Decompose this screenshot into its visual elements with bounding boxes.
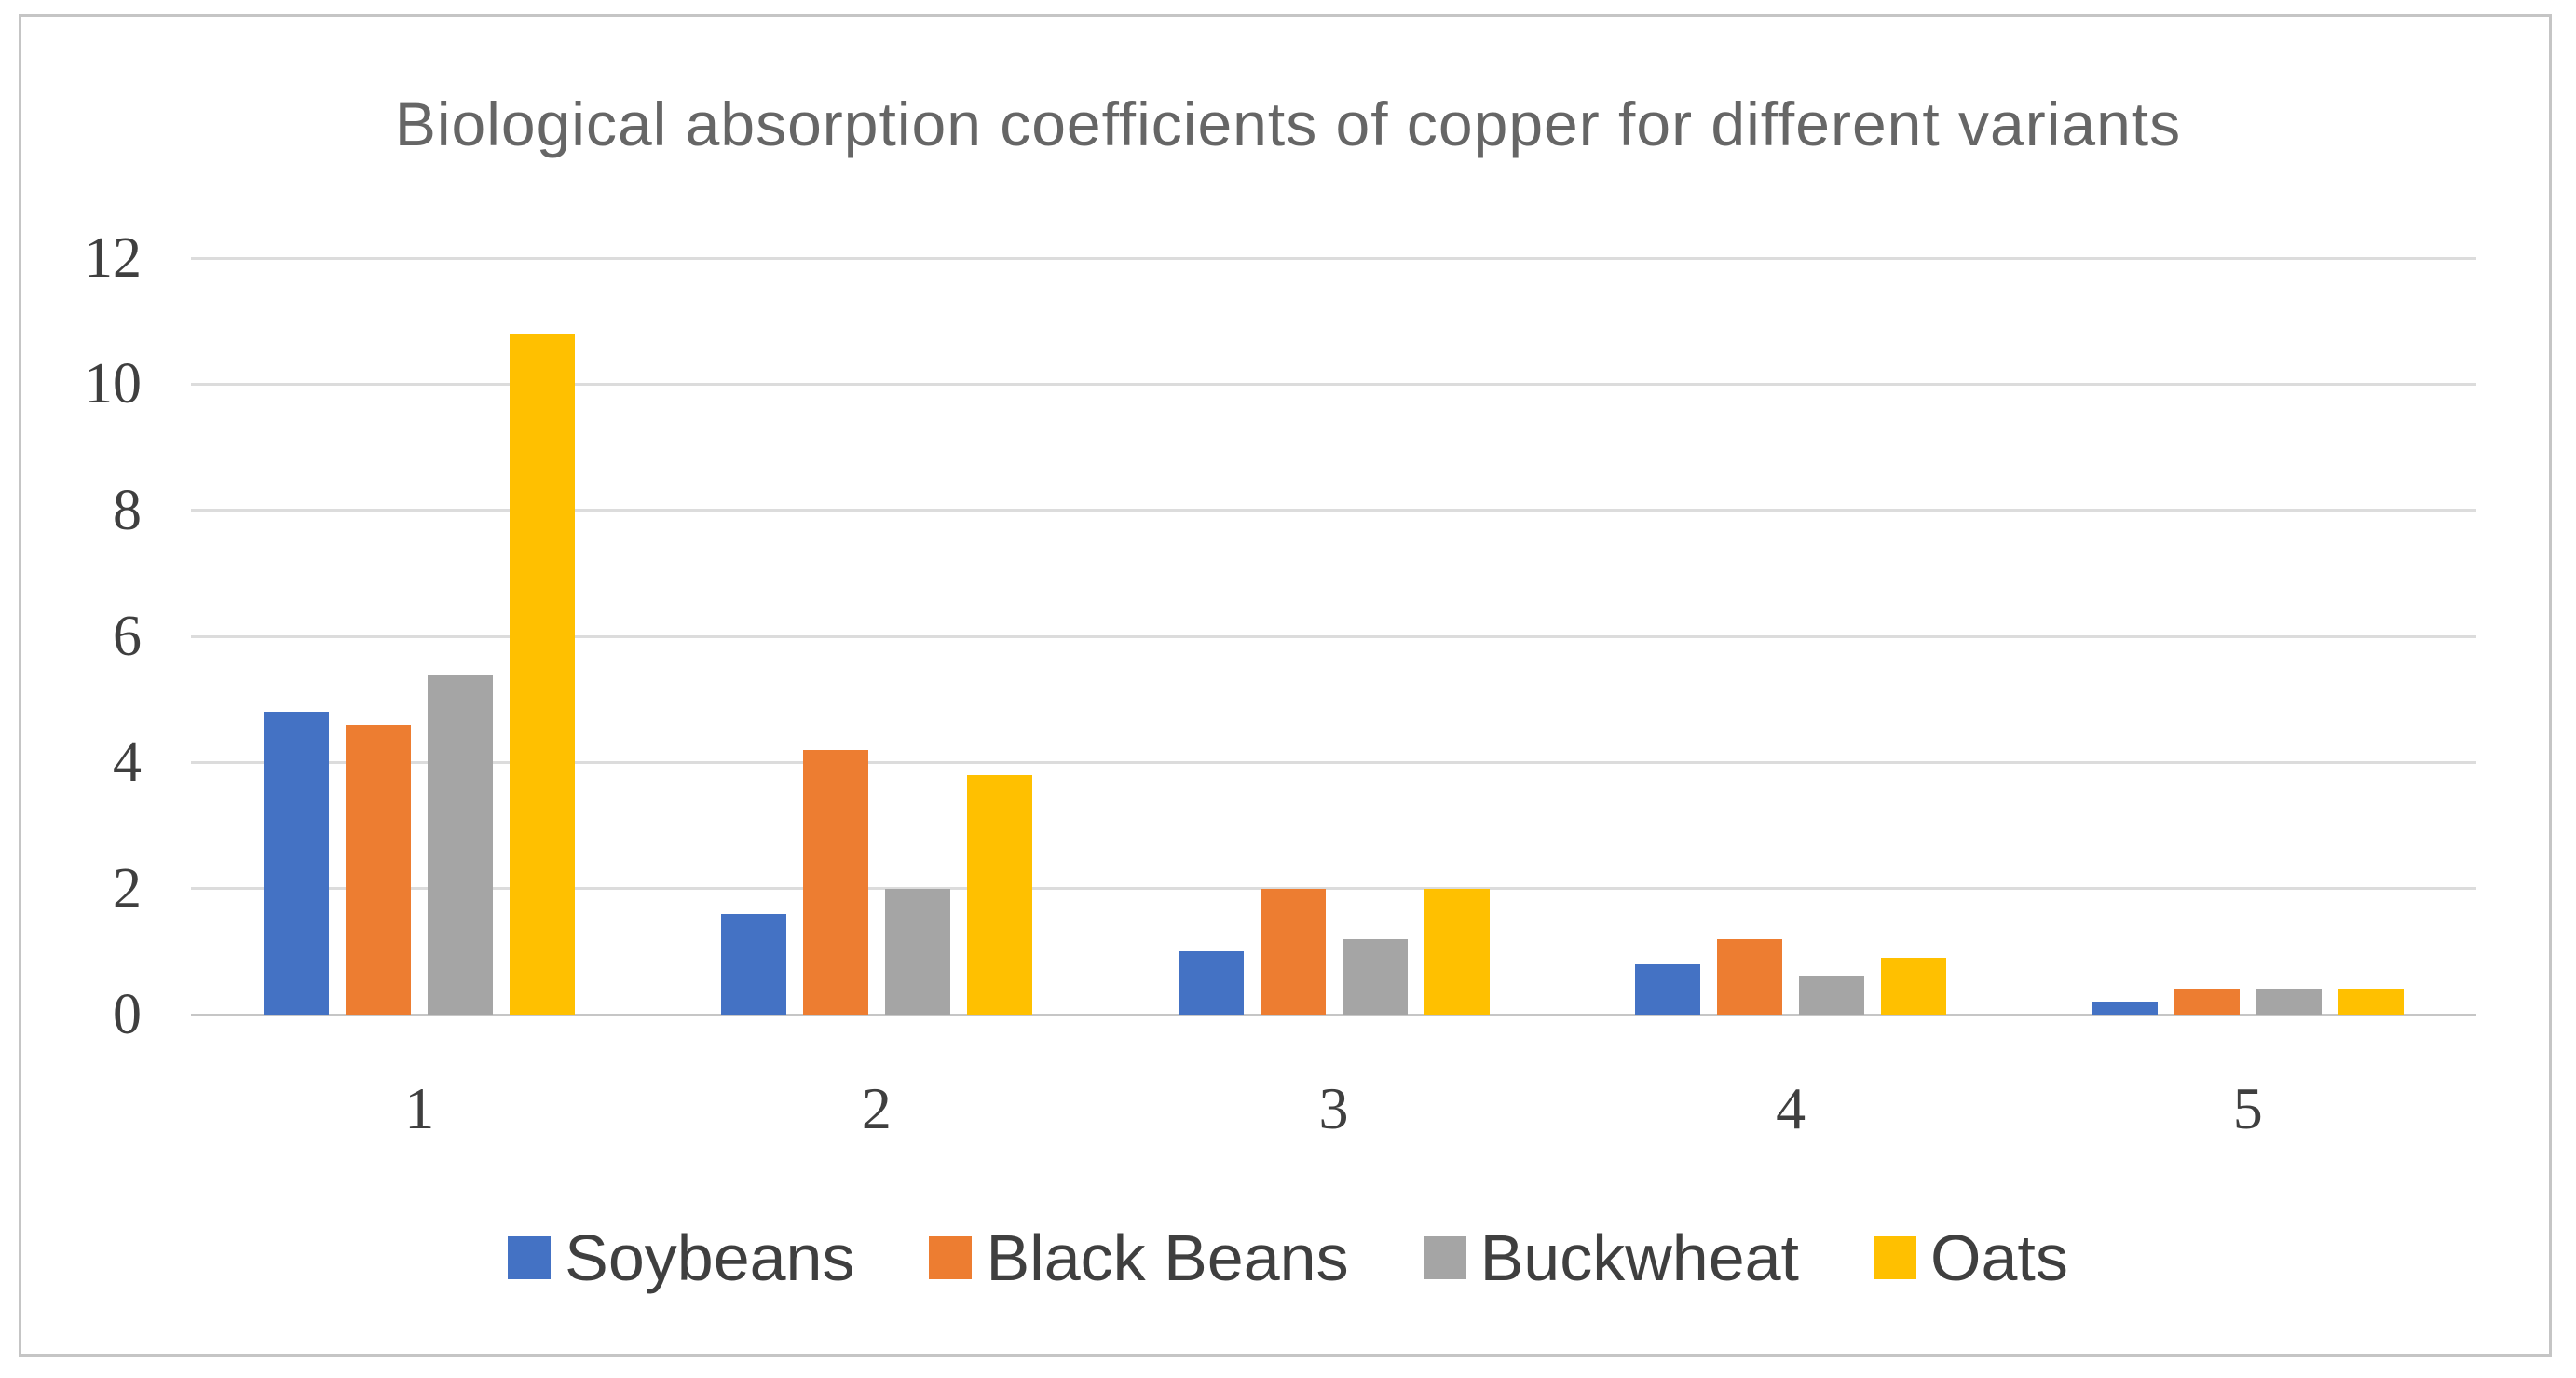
y-tick-label-0: 0 — [113, 983, 142, 1046]
x-tick-label-4: 4 — [1776, 1075, 1806, 1141]
x-tick-label-1: 1 — [404, 1075, 435, 1141]
legend-swatch-icon — [929, 1235, 973, 1279]
bar-buckwheat-cat-3 — [1342, 938, 1408, 1015]
gridline-y-10 — [191, 382, 2476, 386]
y-tick-label-4: 4 — [113, 730, 142, 795]
bar-oats-cat-3 — [1424, 888, 1490, 1015]
legend-label: Oats — [1930, 1221, 2068, 1294]
gridline-y-6 — [191, 634, 2476, 638]
x-axis-line — [191, 1013, 2476, 1016]
gridline-y-12 — [191, 256, 2476, 260]
y-tick-label-2: 2 — [113, 856, 142, 921]
legend-label: Soybeans — [565, 1221, 855, 1294]
bar-oats-cat-2 — [966, 774, 1032, 1015]
bar-oats-cat-5 — [2337, 989, 2404, 1015]
gridline-y-2 — [191, 887, 2476, 891]
legend-item-buckwheat: Buckwheat — [1423, 1221, 1800, 1295]
bar-buckwheat-cat-4 — [1799, 976, 1865, 1015]
legend-item-black-beans: Black Beans — [929, 1221, 1349, 1295]
x-tick-label-5: 5 — [2232, 1075, 2263, 1141]
bar-black-beans-cat-3 — [1260, 888, 1326, 1015]
bar-soybeans-cat-5 — [2092, 1002, 2158, 1015]
chart-frame — [19, 14, 2552, 1357]
legend-item-soybeans: Soybeans — [508, 1221, 854, 1295]
legend-item-oats: Oats — [1874, 1221, 2068, 1295]
y-tick-label-12: 12 — [84, 226, 142, 290]
bar-buckwheat-cat-1 — [428, 674, 494, 1015]
bar-buckwheat-cat-2 — [884, 888, 950, 1015]
bar-oats-cat-4 — [1881, 958, 1947, 1015]
legend-label: Black Beans — [986, 1221, 1349, 1294]
y-tick-label-10: 10 — [84, 352, 142, 416]
gridline-y-4 — [191, 760, 2476, 764]
bar-soybeans-cat-4 — [1635, 963, 1701, 1015]
bar-soybeans-cat-3 — [1178, 951, 1244, 1015]
bar-soybeans-cat-1 — [264, 712, 330, 1015]
bar-black-beans-cat-2 — [802, 749, 868, 1015]
legend: Soybeans Black Beans Buckwheat Oats — [0, 1204, 2576, 1311]
legend-label: Buckwheat — [1479, 1221, 1800, 1294]
x-tick-label-3: 3 — [1318, 1075, 1349, 1141]
legend-swatch-icon — [508, 1235, 552, 1279]
y-tick-label-8: 8 — [113, 478, 142, 542]
bar-soybeans-cat-2 — [720, 913, 786, 1015]
bar-black-beans-cat-5 — [2174, 989, 2240, 1015]
bar-black-beans-cat-1 — [346, 724, 412, 1015]
legend-swatch-icon — [1874, 1235, 1917, 1279]
bar-oats-cat-1 — [510, 334, 576, 1015]
bar-black-beans-cat-4 — [1717, 938, 1783, 1015]
bar-buckwheat-cat-5 — [2256, 989, 2322, 1015]
chart-title: Biological absorption coefficients of co… — [394, 89, 2182, 158]
legend-swatch-icon — [1423, 1235, 1466, 1279]
y-tick-label-6: 6 — [113, 605, 142, 668]
gridline-y-8 — [191, 509, 2476, 512]
x-tick-label-2: 2 — [861, 1075, 892, 1141]
